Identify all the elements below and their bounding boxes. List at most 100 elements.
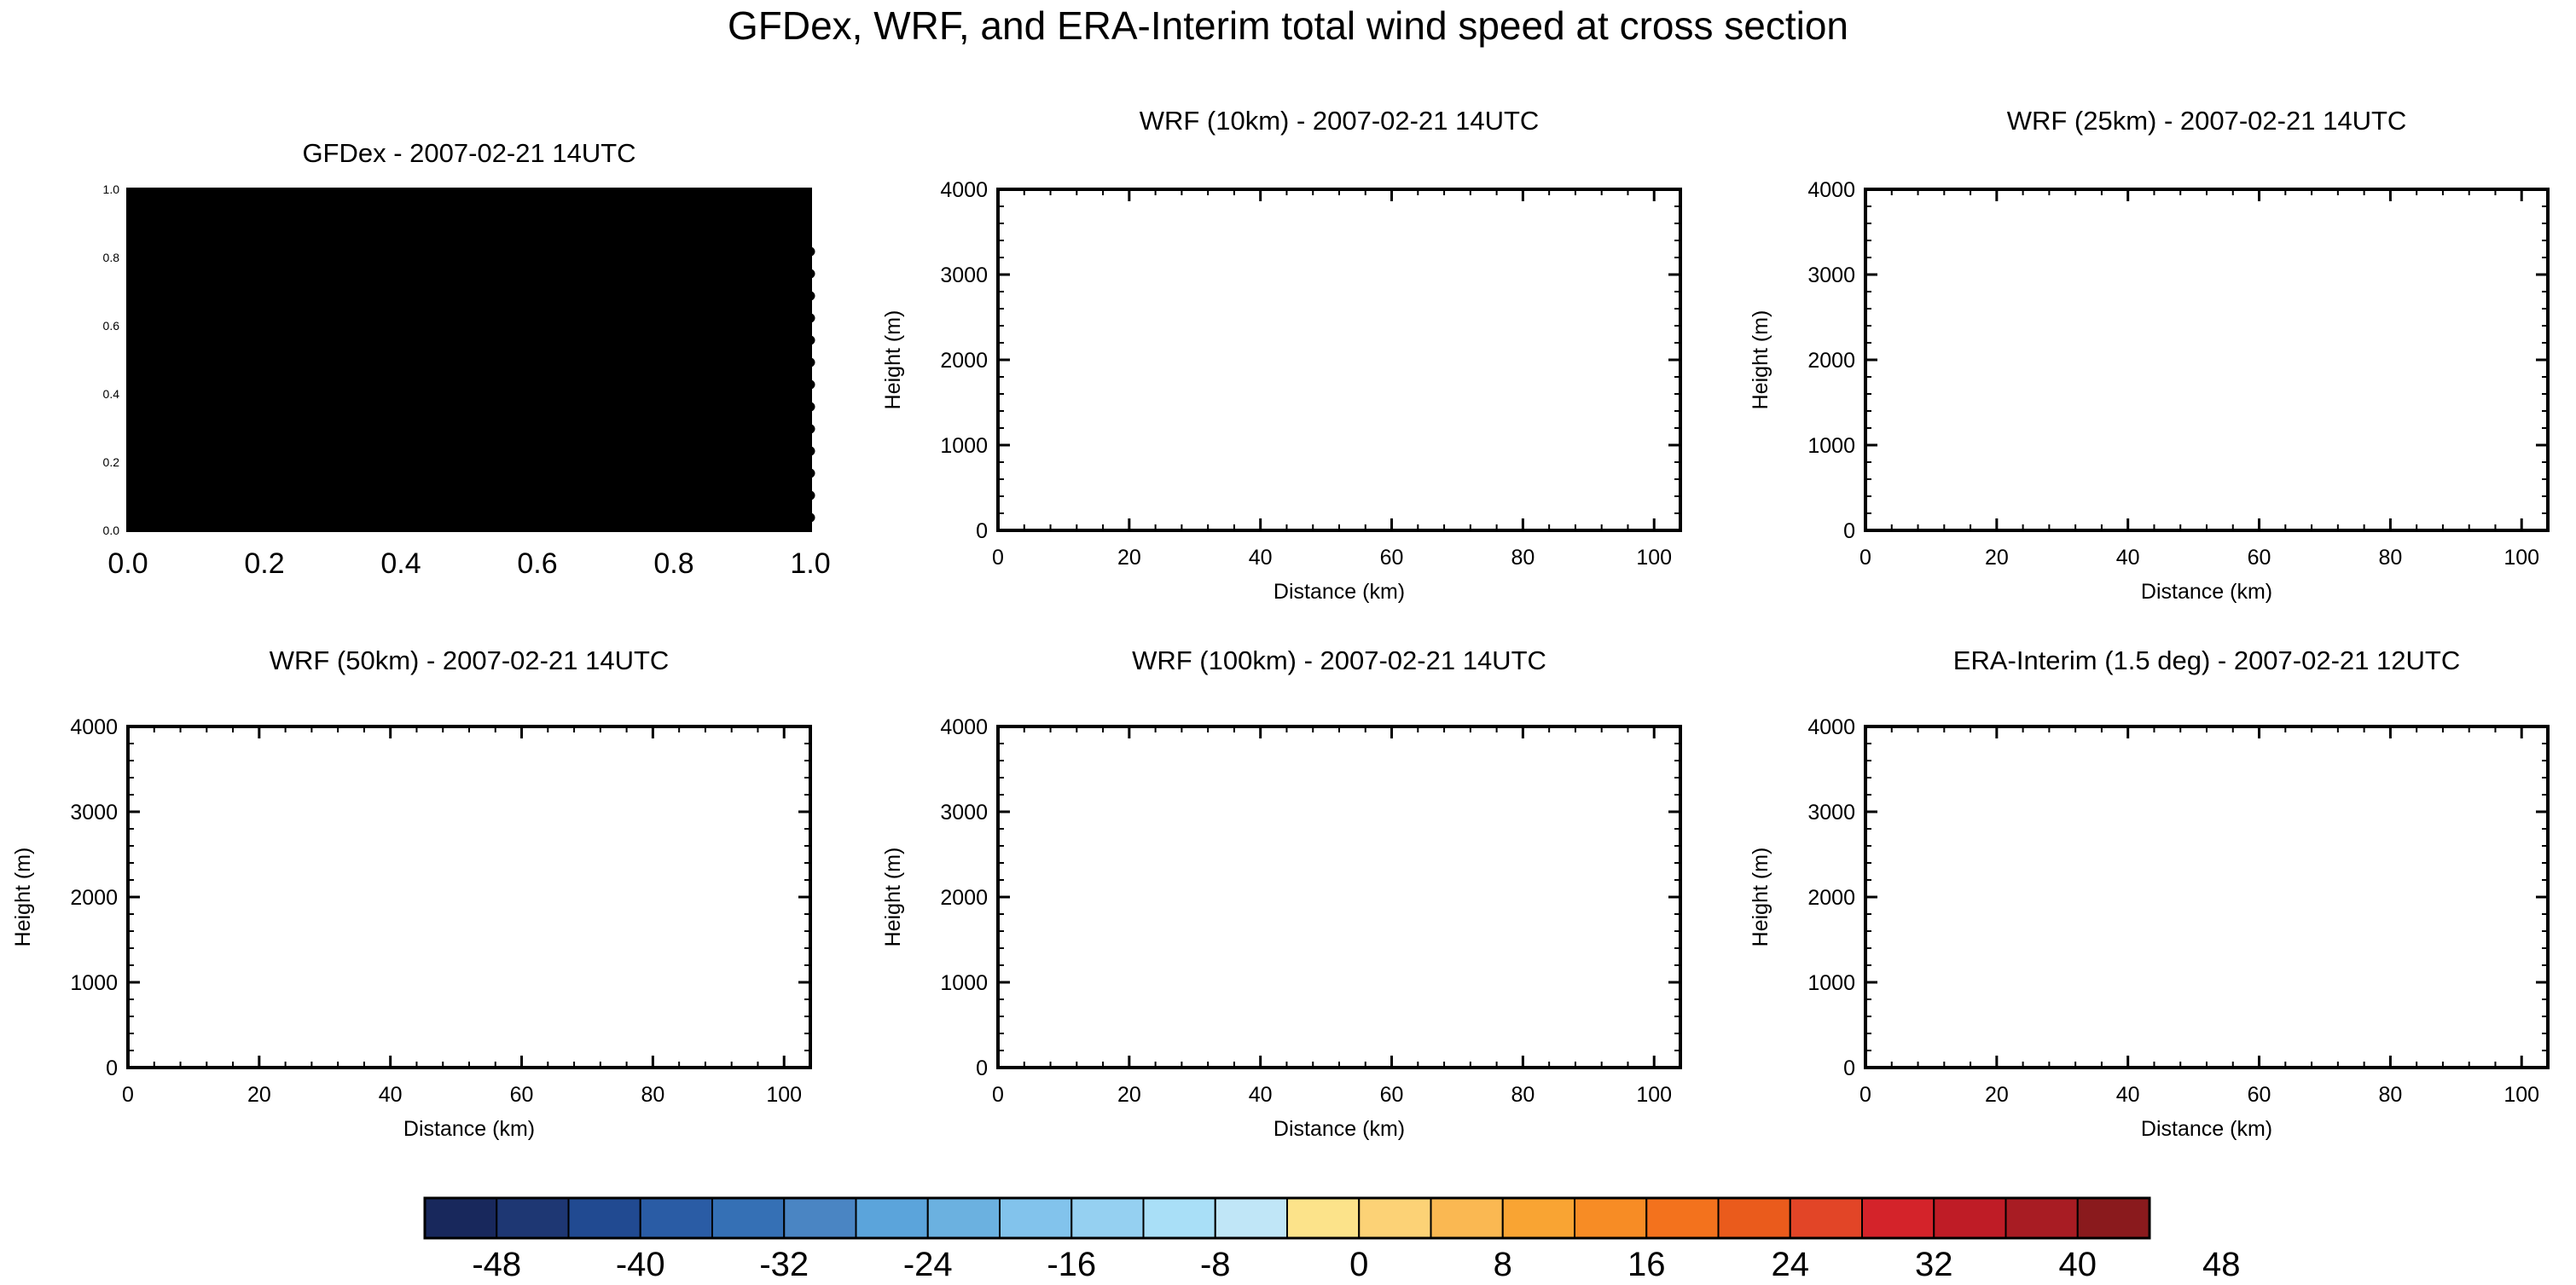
colorbar-swatch [926, 1197, 1001, 1239]
x-tick-label: 0 [1859, 546, 1871, 570]
y-tick-label: 2000 [1807, 349, 1855, 373]
panel-title: WRF (10km) - 2007-02-21 14UTC [1140, 106, 1540, 136]
y-tick-label: 2000 [1807, 886, 1855, 910]
plot-area [998, 726, 1680, 1068]
panel-wrf50: WRF (50km) - 2007-02-21 14UTC 0 20 40 60 80 10… [11, 645, 812, 1141]
x-tick-label: 0.8 [653, 547, 693, 580]
panel-title: WRF (100km) - 2007-02-21 14UTC [1132, 645, 1546, 675]
y-tick-label: 2000 [940, 349, 988, 373]
x-tick-label: 60 [1380, 1083, 1404, 1107]
y-tick-label: 0.0 [103, 524, 120, 537]
x-axis-label: Distance (km) [1273, 580, 1405, 604]
y-tick-label: 0 [976, 1056, 988, 1080]
colorbar-label: -24 [903, 1246, 953, 1283]
panel-title: WRF (50km) - 2007-02-21 14UTC [270, 645, 670, 675]
y-tick-label: 4000 [70, 715, 118, 739]
x-tick-label: 20 [247, 1083, 271, 1107]
x-tick-label: 40 [2116, 546, 2140, 570]
y-tick-label: 2000 [940, 886, 988, 910]
x-tick-label: 60 [2248, 1083, 2271, 1107]
colorbar: -48 -40 -32 -24 -16 -8 0 8 16 24 32 40 48 [423, 1196, 2241, 1283]
colorbar-swatch [1717, 1197, 1791, 1239]
figure-title: GFDex, WRF, and ERA-Interim total wind s… [728, 3, 1848, 48]
colorbar-swatch [1430, 1197, 1504, 1239]
y-tick-label: 1000 [940, 434, 988, 458]
plot-area [1865, 726, 2548, 1068]
colorbar-swatch [567, 1197, 641, 1239]
panel-era: ERA-Interim (1.5 deg) - 2007-02-21 12UTC… [1749, 645, 2550, 1141]
x-tick-label: 20 [1985, 546, 2009, 570]
colorbar-swatch [1214, 1197, 1288, 1239]
colorbar-swatch [1861, 1197, 1935, 1239]
x-tick-label: 80 [2378, 1083, 2402, 1107]
colorbar-swatch [424, 1197, 498, 1239]
colorbar-label: 40 [2059, 1246, 2097, 1283]
y-axis: 0 1000 2000 3000 4000 [1807, 178, 2548, 543]
x-tick-label: 0.2 [244, 547, 284, 580]
y-axis: 0 1000 2000 3000 4000 [70, 715, 810, 1080]
y-tick-label: 1000 [940, 971, 988, 995]
y-tick-label: 3000 [70, 801, 118, 825]
y-axis-label: Height (m) [1749, 310, 1772, 410]
colorbar-swatch [1358, 1197, 1432, 1239]
x-tick-label: 40 [1249, 1083, 1273, 1107]
plot-frame [126, 188, 812, 532]
colorbar-swatch [1645, 1197, 1720, 1239]
x-tick-label: 0 [122, 1083, 134, 1107]
colorbar-swatch [1070, 1197, 1145, 1239]
y-tick-label: 3000 [1807, 801, 1855, 825]
x-tick-label: 100 [1636, 546, 1672, 570]
x-tick-label: 100 [766, 1083, 802, 1107]
panels: GFDex - 2007-02-21 14UTC 0.0 0.2 0.4 0.6 0.8 1… [11, 106, 2550, 1141]
x-tick-label: 100 [2503, 546, 2539, 570]
panel-title: ERA-Interim (1.5 deg) - 2007-02-21 12UTC [1953, 645, 2460, 675]
x-tick-label: 80 [641, 1083, 664, 1107]
y-tick-label: 0 [1843, 519, 1855, 543]
panel-gfdex: GFDex - 2007-02-21 14UTC 0.0 0.2 0.4 0.6 0.8 1… [103, 138, 831, 580]
y-tick-label: 3000 [940, 263, 988, 287]
x-tick-label: 0.6 [517, 547, 557, 580]
y-tick-label: 4000 [940, 715, 988, 739]
colorbar-swatch [783, 1197, 857, 1239]
x-axis-label: Distance (km) [1273, 1117, 1405, 1141]
y-axis-label: Height (m) [11, 848, 35, 947]
y-tick-label: 3000 [940, 801, 988, 825]
x-tick-label: 80 [2378, 546, 2402, 570]
x-tick-label: 80 [1511, 546, 1535, 570]
x-tick-label: 80 [1511, 1083, 1535, 1107]
panel-wrf100: WRF (100km) - 2007-02-21 14UTC 0 20 40 60 80 1… [881, 645, 1682, 1141]
y-tick-label: 0.8 [103, 251, 120, 264]
colorbar-label: 8 [1494, 1246, 1512, 1283]
y-axis-label: Height (m) [881, 848, 905, 947]
x-axis-label: Distance (km) [2141, 1117, 2272, 1141]
colorbar-swatch [2076, 1197, 2150, 1239]
x-tick-label: 100 [1636, 1083, 1672, 1107]
x-tick-label: 0 [992, 1083, 1004, 1107]
x-axis: 0 20 40 60 80 100 [992, 726, 1681, 1107]
x-axis: 0.0 0.2 0.4 0.6 0.8 1.0 [107, 189, 831, 580]
y-axis-label: Height (m) [881, 310, 905, 410]
x-tick-label: 20 [1117, 546, 1141, 570]
y-tick-label: 4000 [1807, 715, 1855, 739]
colorbar-label: -16 [1047, 1246, 1096, 1283]
panel-wrf10: WRF (10km) - 2007-02-21 14UTC 0 20 40 60 80 10… [881, 106, 1682, 604]
colorbar-label: -40 [616, 1246, 665, 1283]
panel-wrf25: WRF (25km) - 2007-02-21 14UTC 0 20 40 60 80 10… [1749, 106, 2550, 604]
colorbar-label: 24 [1772, 1246, 1810, 1283]
x-axis: 0 20 40 60 80 100 [992, 189, 1681, 570]
colorbar-swatch [1142, 1197, 1216, 1239]
y-tick-label: 1000 [70, 971, 118, 995]
plot-area [998, 189, 1680, 530]
x-tick-label: 60 [1380, 546, 1404, 570]
y-tick-label: 0.2 [103, 455, 120, 469]
colorbar-frame [423, 1196, 2151, 1240]
plot-area [128, 189, 810, 530]
y-axis: 0 1000 2000 3000 4000 [1807, 715, 2548, 1080]
x-tick-label: 40 [379, 1083, 403, 1107]
colorbar-swatch [999, 1197, 1073, 1239]
x-tick-label: 40 [1249, 546, 1273, 570]
y-tick-label: 0.4 [103, 387, 120, 401]
x-axis-label: Distance (km) [2141, 580, 2272, 604]
x-tick-label: 40 [2116, 1083, 2140, 1107]
